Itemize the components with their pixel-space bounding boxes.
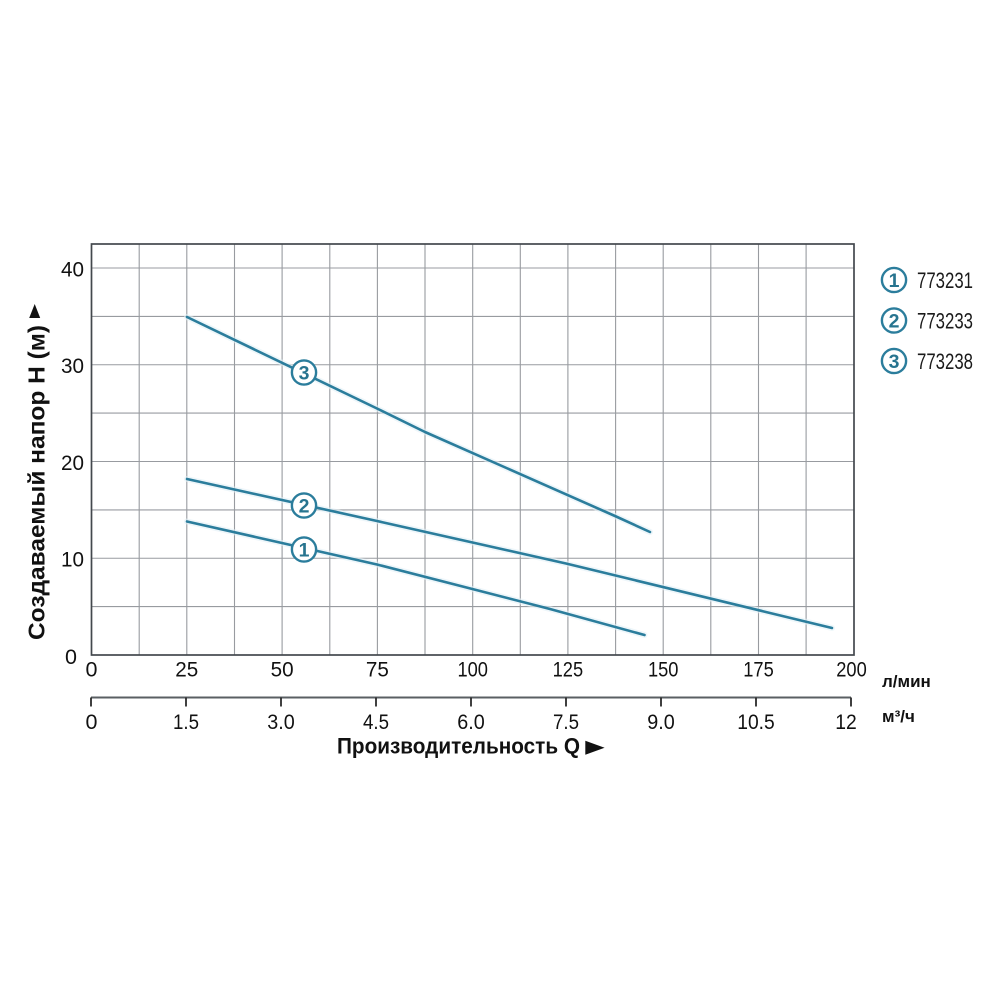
svg-text:25: 25: [175, 658, 198, 682]
svg-text:150: 150: [648, 658, 679, 682]
svg-text:Создаваемый напор Н (м): Создаваемый напор Н (м): [24, 325, 50, 640]
svg-text:0: 0: [65, 645, 77, 669]
svg-text:л/мин: л/мин: [882, 672, 931, 691]
svg-text:20: 20: [61, 451, 84, 475]
svg-text:125: 125: [553, 658, 584, 682]
svg-text:40: 40: [61, 257, 84, 281]
svg-text:773231: 773231: [917, 268, 973, 293]
svg-text:3: 3: [299, 363, 310, 385]
svg-text:Производительность Q: Производительность Q: [337, 734, 580, 759]
svg-text:м³/ч: м³/ч: [882, 707, 915, 726]
svg-text:6.0: 6.0: [457, 710, 485, 734]
svg-text:12: 12: [835, 710, 857, 734]
svg-text:200: 200: [836, 658, 867, 682]
svg-text:4.5: 4.5: [363, 710, 389, 734]
svg-text:50: 50: [271, 658, 294, 682]
svg-text:773233: 773233: [917, 309, 973, 334]
svg-text:10: 10: [61, 548, 84, 572]
svg-text:1.5: 1.5: [173, 710, 199, 734]
svg-text:75: 75: [366, 658, 389, 682]
svg-text:100: 100: [457, 658, 488, 682]
svg-text:2: 2: [299, 496, 310, 518]
svg-text:0: 0: [86, 710, 98, 734]
svg-text:175: 175: [743, 658, 774, 682]
svg-text:1: 1: [889, 270, 900, 292]
svg-text:2: 2: [889, 311, 900, 333]
svg-text:9.0: 9.0: [647, 710, 675, 734]
svg-text:773238: 773238: [917, 349, 973, 374]
svg-text:1: 1: [299, 540, 310, 562]
svg-text:3.0: 3.0: [267, 710, 295, 734]
svg-text:7.5: 7.5: [553, 710, 579, 734]
svg-text:3: 3: [889, 351, 900, 373]
svg-text:30: 30: [61, 354, 84, 378]
svg-text:10.5: 10.5: [737, 710, 775, 734]
svg-text:0: 0: [86, 658, 98, 682]
